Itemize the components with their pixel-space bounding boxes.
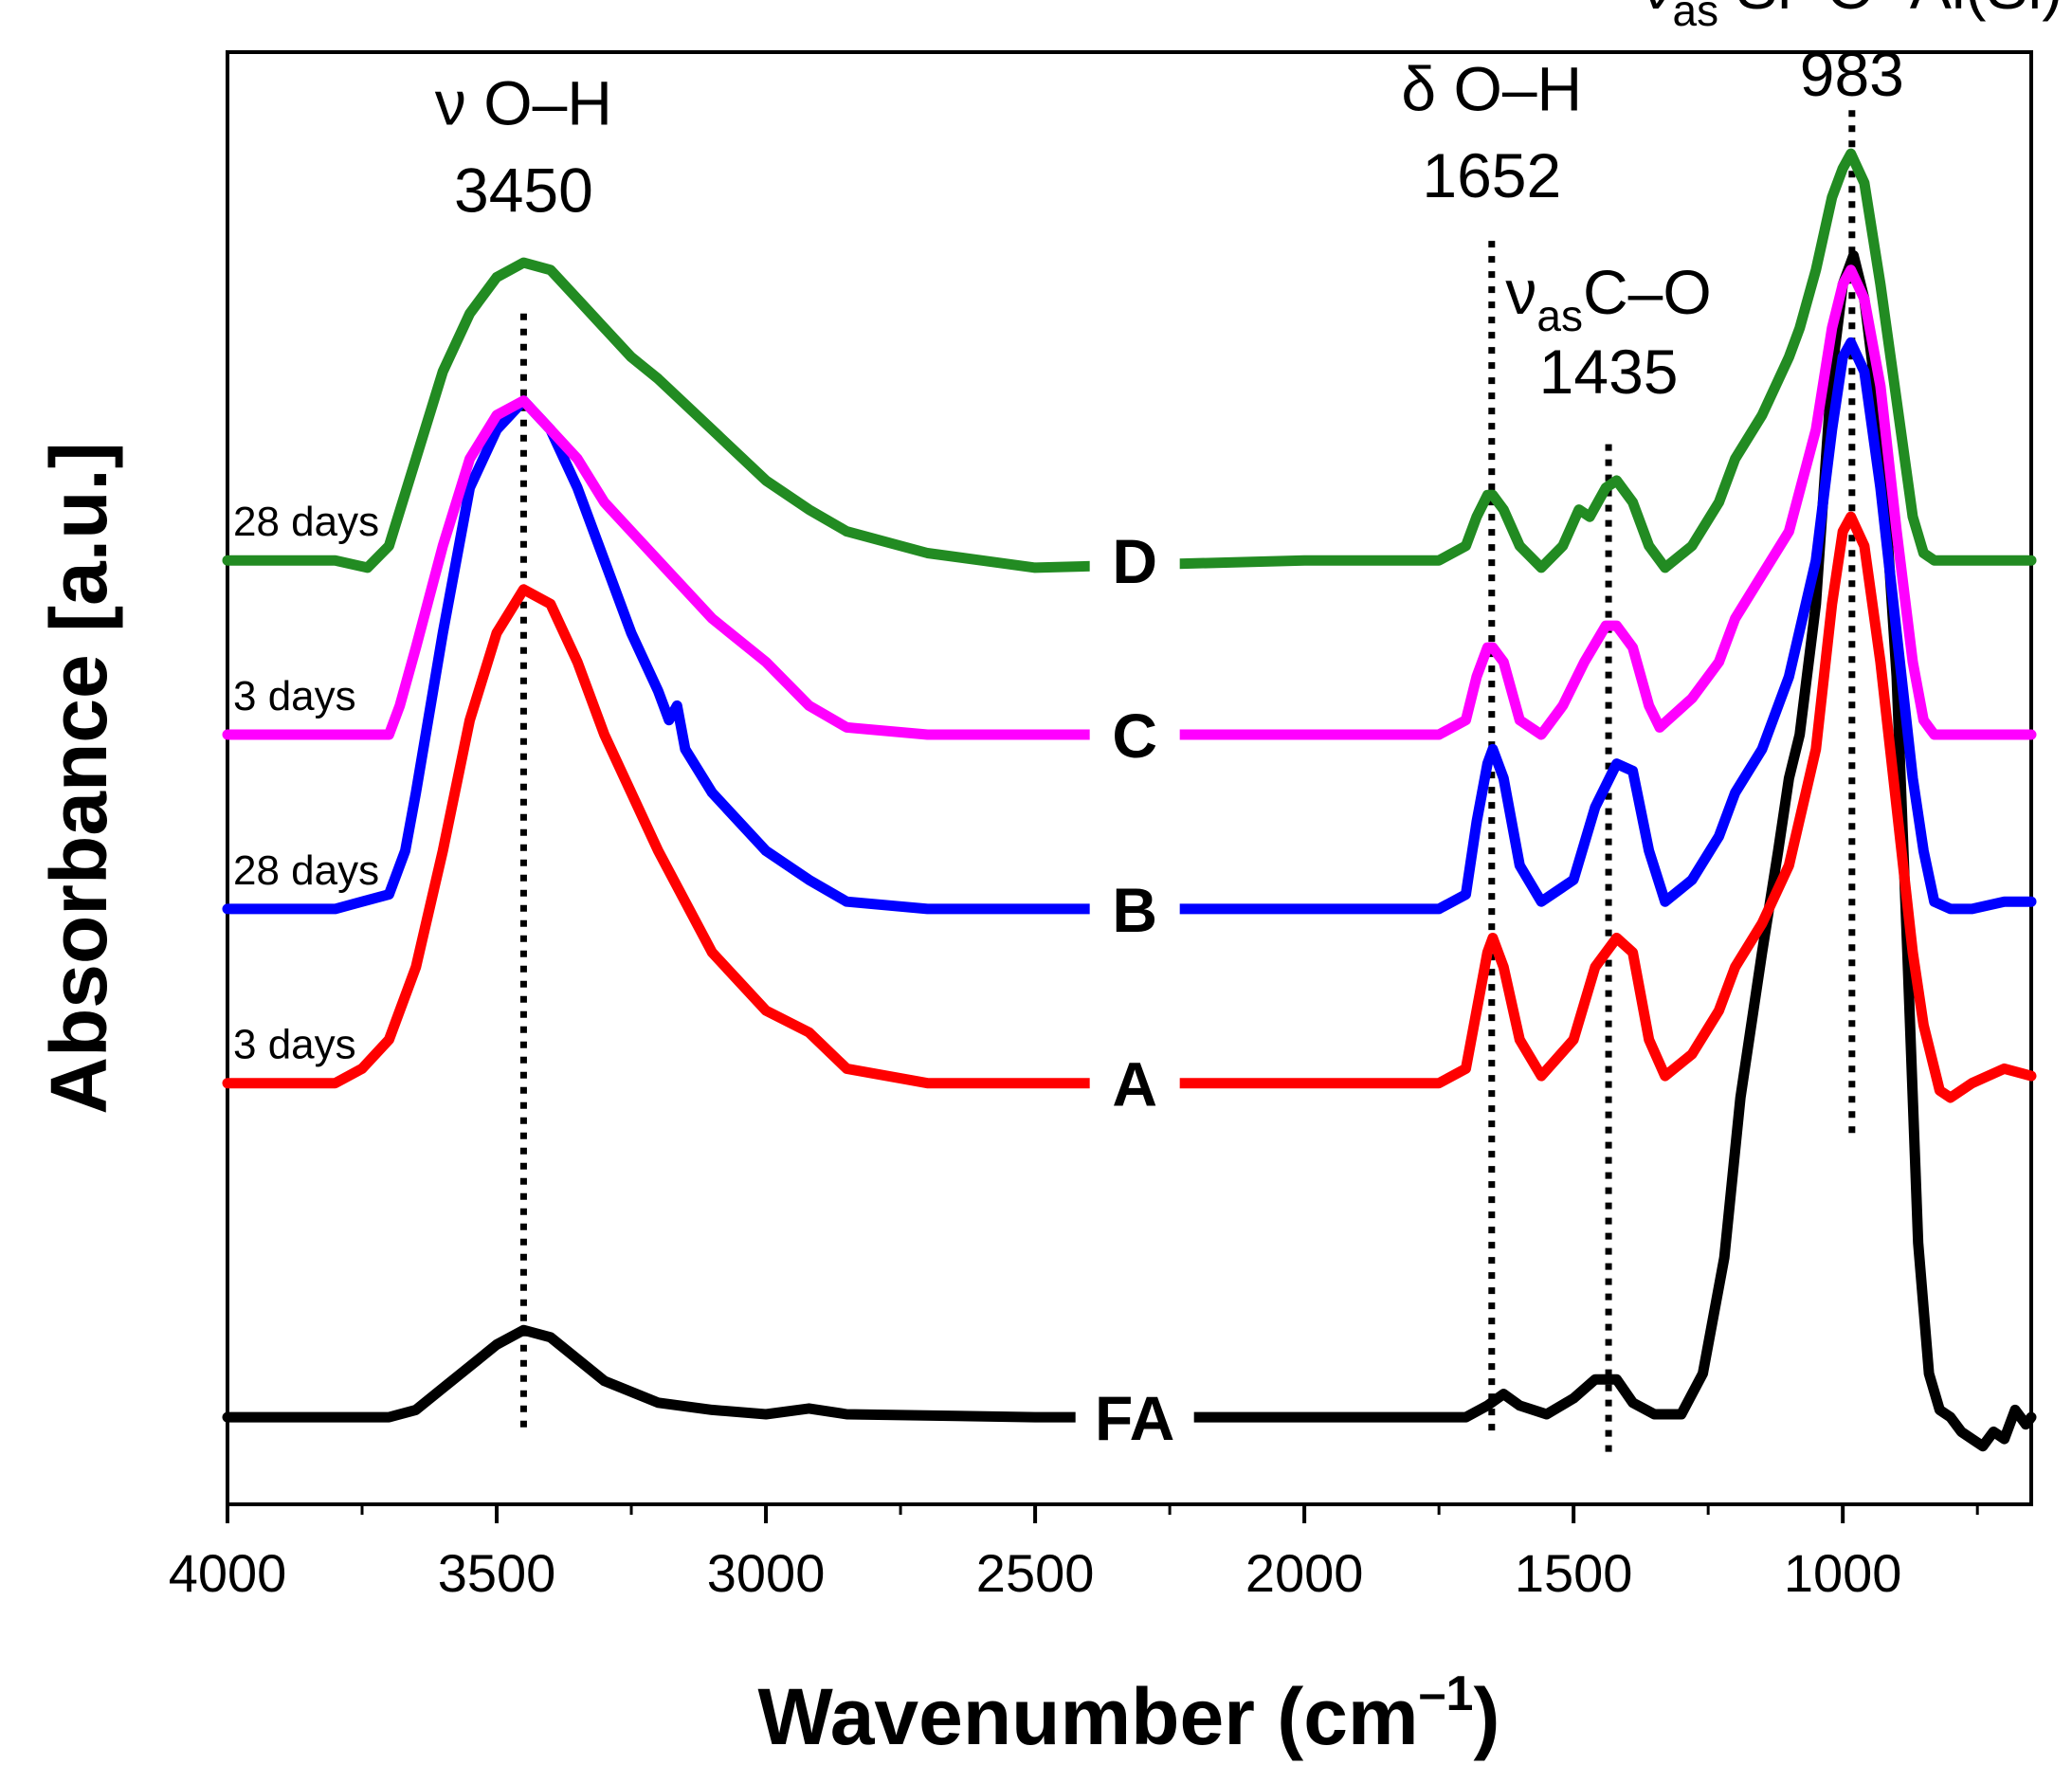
spectra-series [222,148,2037,1452]
series-label-gap-d [1089,522,1180,599]
series-line-fa [222,250,2037,1452]
series-labels: FA A 3 days B 28 days C 3 days D 28 days [233,499,1194,1456]
band-name: O–H [466,68,612,138]
series-label-fa: FA [1095,1383,1174,1453]
band-symbol: δ [1401,53,1436,123]
band-value-1652: 1652 [1422,140,1561,210]
series-label-c: C [1112,700,1157,771]
band-value-3450: 3450 [454,155,593,226]
series-label-gap-c [1089,697,1180,773]
age-label-c: 3 days [233,673,356,719]
y-axis-title: Absorbance [a.u.] [34,442,123,1114]
band-subscript: as [1672,0,1718,35]
band-symbol: ν [435,68,466,138]
x-axis-title-superscript: –1 [1419,1666,1474,1721]
plot-frame [226,50,2033,1506]
age-label-d: 28 days [233,499,379,545]
band-value-1435: 1435 [1539,337,1679,407]
band-name: O–H [1436,53,1582,123]
x-axis-ticks: 4000 3500 3000 2500 2000 1500 1000 [169,1504,1979,1603]
band-name: Si–O–Al(Si) [1718,0,2063,22]
series-label-gap-b [1089,870,1180,947]
series-line-a [222,511,2037,1103]
series-line-c [222,264,2037,740]
age-label-a: 3 days [233,1022,356,1068]
x-tick-label-1500: 1500 [1515,1543,1633,1603]
band-name: C–O [1583,257,1712,327]
x-tick-label-2500: 2500 [976,1543,1095,1603]
series-label-gap-a [1089,1045,1180,1121]
band-subscript: as [1536,291,1583,340]
band-value-983: 983 [1800,39,1904,109]
band-label-983: νas Si–O–Al(Si) [1641,0,2063,35]
band-label-1652: δ O–H [1401,53,1582,123]
x-axis-title-tail: ) [1473,1672,1499,1761]
band-label-1435: νasC–O [1505,257,1711,340]
band-symbol: ν [1641,0,1672,22]
x-tick-label-3000: 3000 [707,1543,826,1603]
series-label-b: B [1112,875,1157,945]
x-axis-title-main: Wavenumber (cm [758,1672,1419,1761]
x-tick-label-2000: 2000 [1245,1543,1364,1603]
series-label-gap-fa [1075,1379,1194,1456]
x-axis-title: Wavenumber (cm–1) [758,1666,1500,1761]
age-label-b: 28 days [233,847,379,894]
x-tick-label-4000: 4000 [169,1543,287,1603]
x-tick-label-3500: 3500 [438,1543,556,1603]
series-label-a: A [1112,1049,1157,1119]
series-label-d: D [1112,526,1157,596]
series-line-d [222,148,2037,573]
band-symbol: ν [1505,257,1536,327]
x-tick-label-1000: 1000 [1784,1543,1902,1603]
band-label-3450: ν O–H [435,68,612,138]
